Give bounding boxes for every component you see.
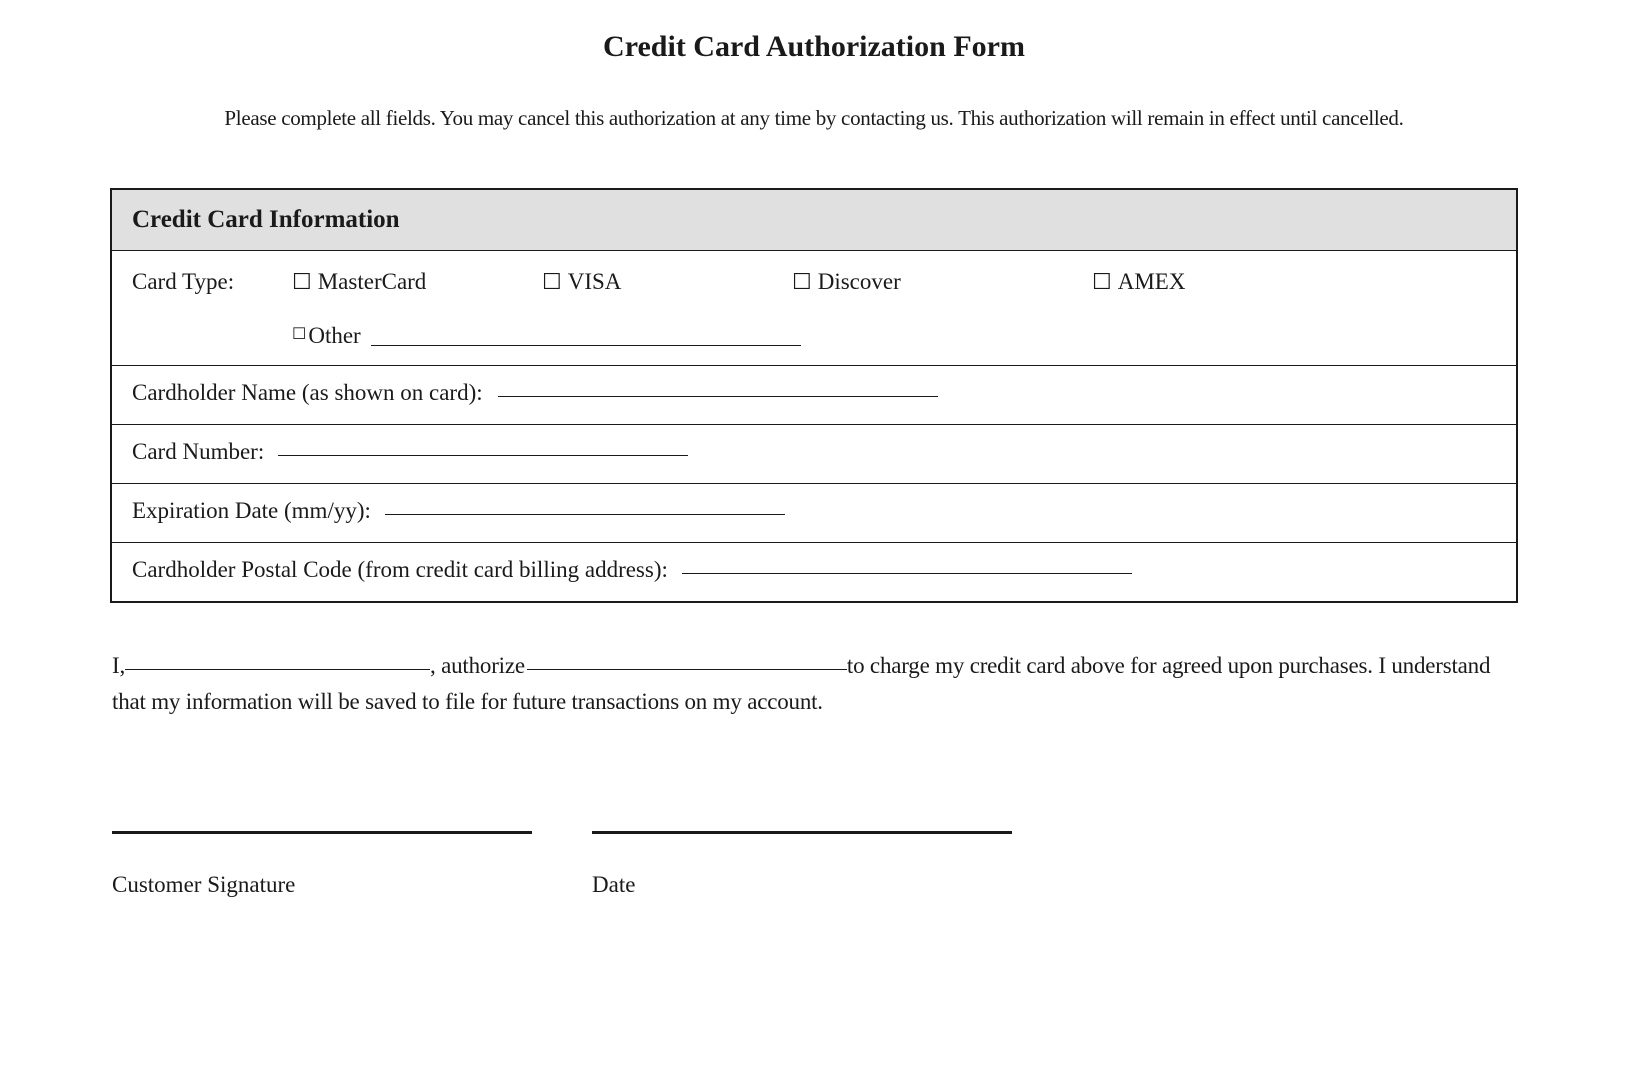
card-type-discover-label: Discover <box>818 269 901 295</box>
signature-line[interactable] <box>112 830 532 834</box>
card-type-amex[interactable]: ☐ AMEX <box>1092 269 1496 295</box>
date-line[interactable] <box>592 830 1012 834</box>
postal-code-label: Cardholder Postal Code (from credit card… <box>132 557 668 582</box>
checkbox-icon: ☐ <box>292 271 312 293</box>
form-title: Credit Card Authorization Form <box>110 30 1518 64</box>
card-type-amex-label: AMEX <box>1118 269 1186 295</box>
card-type-discover[interactable]: ☐ Discover <box>792 269 1092 295</box>
form-instructions: Please complete all fields. You may canc… <box>110 104 1518 133</box>
auth-text-3: to charge my credit card above for agree… <box>112 653 1490 714</box>
card-number-label: Card Number: <box>132 439 264 464</box>
cardholder-name-row: Cardholder Name (as shown on card): <box>112 366 1516 425</box>
cardholder-name-line[interactable] <box>498 396 938 397</box>
card-type-visa[interactable]: ☐ VISA <box>542 269 792 295</box>
card-number-line[interactable] <box>278 455 688 456</box>
authorization-statement: I, , authorizeto charge my credit card ab… <box>110 648 1518 719</box>
signature-section: Customer Signature Date <box>110 830 1518 898</box>
section-header: Credit Card Information <box>112 190 1516 251</box>
expiration-date-label: Expiration Date (mm/yy): <box>132 498 371 523</box>
postal-code-line[interactable] <box>682 573 1132 574</box>
expiration-date-line[interactable] <box>385 514 785 515</box>
signature-label: Customer Signature <box>112 872 532 898</box>
card-type-options: ☐ MasterCard ☐ VISA ☐ Discover ☐ AMEX <box>292 269 1496 295</box>
expiration-date-row: Expiration Date (mm/yy): <box>112 484 1516 543</box>
card-number-row: Card Number: <box>112 425 1516 484</box>
signature-block: Customer Signature <box>112 830 532 898</box>
auth-payee-line[interactable] <box>527 669 847 670</box>
card-type-mastercard-label: MasterCard <box>318 269 427 295</box>
credit-card-info-section: Credit Card Information Card Type: ☐ Mas… <box>110 188 1518 603</box>
auth-name-line[interactable] <box>125 669 430 670</box>
card-type-mastercard[interactable]: ☐ MasterCard <box>292 269 542 295</box>
card-type-label: Card Type: <box>132 269 292 295</box>
cardholder-name-label: Cardholder Name (as shown on card): <box>132 380 483 405</box>
checkbox-icon: ☐ <box>1092 271 1112 293</box>
card-type-other[interactable]: ☐ Other <box>132 323 1496 349</box>
auth-text-2: , authorize <box>430 653 525 678</box>
checkbox-icon: ☐ <box>542 271 562 293</box>
card-type-visa-label: VISA <box>568 269 622 295</box>
date-label: Date <box>592 872 1012 898</box>
card-type-row: Card Type: ☐ MasterCard ☐ VISA ☐ Discove… <box>112 251 1516 366</box>
checkbox-icon: ☐ <box>292 327 306 343</box>
checkbox-icon: ☐ <box>792 271 812 293</box>
postal-code-row: Cardholder Postal Code (from credit card… <box>112 543 1516 601</box>
date-block: Date <box>592 830 1012 898</box>
auth-text-1: I, <box>112 653 125 678</box>
other-fill-line[interactable] <box>371 345 801 346</box>
card-type-other-label: Other <box>308 323 360 349</box>
